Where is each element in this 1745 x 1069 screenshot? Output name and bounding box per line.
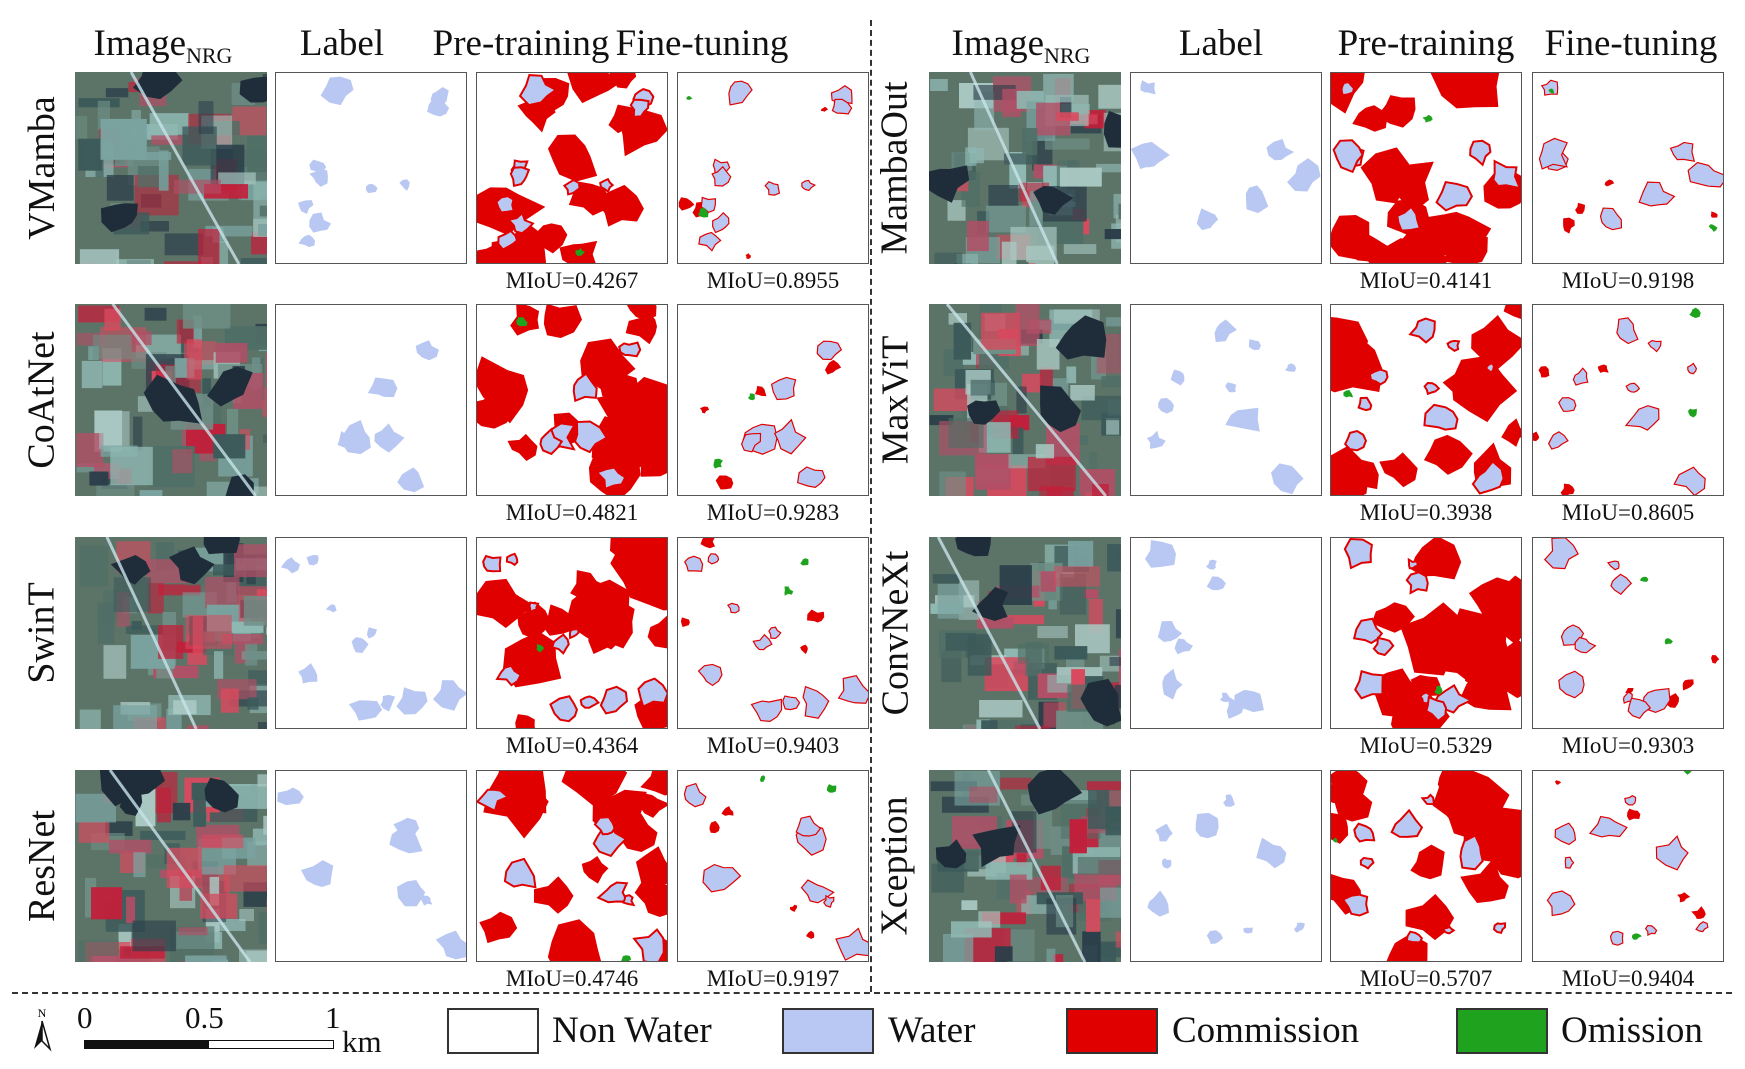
col-header-label-left: Label bbox=[299, 23, 385, 64]
row-label-right-1: MaxViT bbox=[865, 304, 925, 496]
finetuning-panel-left-3 bbox=[677, 770, 869, 962]
pretraining-panel-left-3 bbox=[476, 770, 668, 962]
miou-pretraining-right-3: MIoU=0.5707 bbox=[1359, 966, 1493, 991]
north-arrow-icon: N bbox=[34, 1006, 52, 1052]
miou-pretraining-left-0: MIoU=0.4267 bbox=[505, 268, 639, 293]
row-label-right-0: MambaOut bbox=[865, 72, 925, 264]
finetuning-panel-left-1 bbox=[677, 304, 869, 496]
col-header-pretraining-right: Pre-training bbox=[1337, 23, 1515, 64]
image-nrg-panel-right-3 bbox=[929, 770, 1121, 962]
miou-finetuning-left-1: MIoU=0.9283 bbox=[706, 500, 840, 525]
legend-label-commission: Commission bbox=[1172, 1010, 1360, 1051]
label-panel-right-1 bbox=[1130, 304, 1322, 496]
image-nrg-panel-right-2 bbox=[929, 537, 1121, 729]
finetuning-panel-right-1 bbox=[1532, 304, 1724, 496]
finetuning-panel-right-2 bbox=[1532, 537, 1724, 729]
scale-bar-filled bbox=[85, 1041, 209, 1048]
miou-pretraining-right-1: MIoU=0.3938 bbox=[1359, 500, 1493, 525]
legend-label-non-water: Non Water bbox=[552, 1010, 712, 1051]
label-panel-left-1 bbox=[275, 304, 467, 496]
row-label-left-2: SwinT bbox=[12, 537, 72, 729]
row-label-right-2: ConvNeXt bbox=[865, 537, 925, 729]
pretraining-panel-right-1 bbox=[1330, 304, 1522, 496]
image-nrg-panel-left-2 bbox=[75, 537, 267, 729]
miou-finetuning-left-3: MIoU=0.9197 bbox=[706, 966, 840, 991]
scale-tick-1: 1 bbox=[325, 1000, 341, 1035]
label-panel-right-3 bbox=[1130, 770, 1322, 962]
finetuning-panel-right-3 bbox=[1532, 770, 1724, 962]
col-header-label-right: Label bbox=[1178, 23, 1264, 64]
col-header-image-left: ImageNRG bbox=[93, 23, 233, 68]
model-name: ResNet bbox=[21, 810, 63, 922]
pretraining-panel-right-3 bbox=[1330, 770, 1522, 962]
legend-swatch-omission bbox=[1456, 1008, 1548, 1054]
north-arrow: N bbox=[30, 1005, 54, 1053]
image-nrg-panel-left-3 bbox=[75, 770, 267, 962]
image-nrg-panel-left-1 bbox=[75, 304, 267, 496]
finetuning-panel-left-2 bbox=[677, 537, 869, 729]
legend-swatch-non-water bbox=[447, 1008, 539, 1054]
col-header-pretraining-left: Pre-training bbox=[432, 23, 610, 64]
model-name: MaxViT bbox=[874, 335, 916, 465]
image-nrg-panel-right-1 bbox=[929, 304, 1121, 496]
svg-text:N: N bbox=[38, 1006, 47, 1020]
miou-pretraining-left-3: MIoU=0.4746 bbox=[505, 966, 639, 991]
model-name: CoAtNet bbox=[21, 331, 63, 469]
row-label-left-1: CoAtNet bbox=[12, 304, 72, 496]
col-header-finetuning-right: Fine-tuning bbox=[1544, 23, 1718, 64]
row-label-left-0: VMamba bbox=[12, 72, 72, 264]
label-panel-left-3 bbox=[275, 770, 467, 962]
miou-finetuning-right-3: MIoU=0.9404 bbox=[1561, 966, 1695, 991]
miou-finetuning-right-2: MIoU=0.9303 bbox=[1561, 733, 1695, 758]
scale-unit: km bbox=[342, 1024, 382, 1059]
pretraining-panel-right-0 bbox=[1330, 72, 1522, 264]
label-panel-right-2 bbox=[1130, 537, 1322, 729]
scale-tick-half: 0.5 bbox=[185, 1000, 224, 1035]
pretraining-panel-left-0 bbox=[476, 72, 668, 264]
model-name: ConvNeXt bbox=[874, 550, 916, 716]
finetuning-panel-right-0 bbox=[1532, 72, 1724, 264]
miou-finetuning-right-0: MIoU=0.9198 bbox=[1561, 268, 1695, 293]
miou-finetuning-left-2: MIoU=0.9403 bbox=[706, 733, 840, 758]
pretraining-panel-left-2 bbox=[476, 537, 668, 729]
vertical-divider bbox=[870, 20, 872, 992]
miou-pretraining-left-1: MIoU=0.4821 bbox=[505, 500, 639, 525]
model-name: SwinT bbox=[21, 582, 64, 684]
finetuning-panel-left-0 bbox=[677, 72, 869, 264]
miou-pretraining-right-0: MIoU=0.4141 bbox=[1359, 268, 1493, 293]
model-name: Xception bbox=[874, 796, 917, 936]
label-panel-left-0 bbox=[275, 72, 467, 264]
col-header-finetuning-left: Fine-tuning bbox=[615, 23, 789, 64]
horizontal-divider bbox=[12, 992, 1732, 994]
row-label-right-3: Xception bbox=[865, 770, 925, 962]
miou-pretraining-right-2: MIoU=0.5329 bbox=[1359, 733, 1493, 758]
image-nrg-panel-left-0 bbox=[75, 72, 267, 264]
miou-pretraining-left-2: MIoU=0.4364 bbox=[505, 733, 639, 758]
scale-bar bbox=[84, 1040, 334, 1049]
pretraining-panel-right-2 bbox=[1330, 537, 1522, 729]
row-label-left-3: ResNet bbox=[12, 770, 72, 962]
legend-label-water: Water bbox=[888, 1010, 976, 1051]
legend-label-omission: Omission bbox=[1561, 1010, 1703, 1051]
scale-tick-0: 0 bbox=[77, 1000, 93, 1035]
legend-swatch-commission bbox=[1066, 1008, 1158, 1054]
label-panel-right-0 bbox=[1130, 72, 1322, 264]
legend-swatch-water bbox=[782, 1008, 874, 1054]
pretraining-panel-left-1 bbox=[476, 304, 668, 496]
miou-finetuning-left-0: MIoU=0.8955 bbox=[706, 268, 840, 293]
model-name: MambaOut bbox=[874, 81, 917, 255]
label-panel-left-2 bbox=[275, 537, 467, 729]
col-header-image-right: ImageNRG bbox=[951, 23, 1091, 68]
miou-finetuning-right-1: MIoU=0.8605 bbox=[1561, 500, 1695, 525]
image-nrg-panel-right-0 bbox=[929, 72, 1121, 264]
model-name: VMamba bbox=[21, 96, 63, 240]
